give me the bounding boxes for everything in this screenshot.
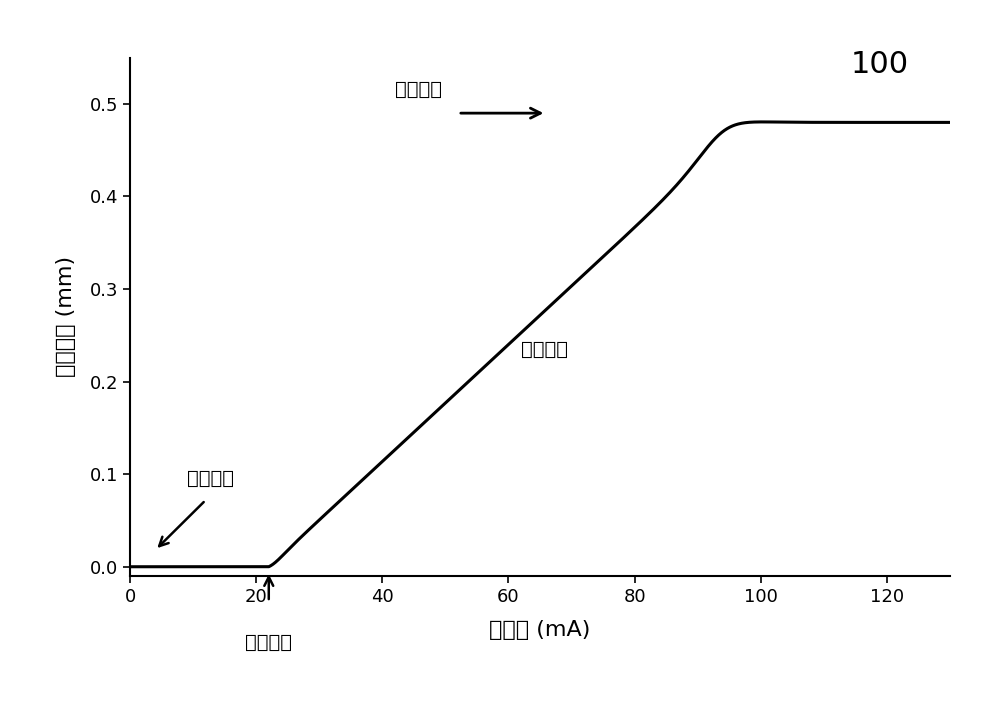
Text: 线性区域: 线性区域	[521, 340, 568, 359]
X-axis label: 灌电流 (mA): 灌电流 (mA)	[489, 620, 591, 639]
Text: 100: 100	[851, 50, 909, 79]
Text: 阈値电流: 阈値电流	[245, 634, 292, 652]
Text: 最大位移: 最大位移	[395, 80, 442, 99]
Text: 停留位置: 停留位置	[187, 469, 234, 488]
Y-axis label: 透镜位移 (mm): 透镜位移 (mm)	[56, 256, 76, 377]
